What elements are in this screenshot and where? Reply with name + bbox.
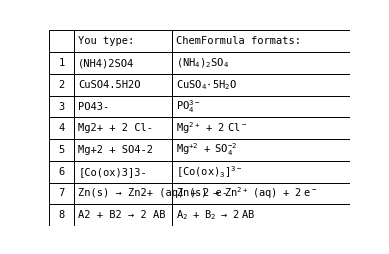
Bar (172, 204, 350, 226)
Text: A2 + B2 → 2 AB: A2 + B2 → 2 AB (78, 210, 166, 220)
Text: PO43-: PO43- (78, 102, 109, 112)
Bar (172, 161, 350, 183)
Bar (74, 30, 172, 52)
Bar (49, 117, 74, 139)
Text: [Co(ox)3]3-: [Co(ox)3]3- (78, 167, 147, 177)
Text: CuSO4.5H2O: CuSO4.5H2O (78, 80, 141, 90)
Text: $\mathtt{Mg^{+2}\ +\ SO_4^{-2}}$: $\mathtt{Mg^{+2}\ +\ SO_4^{-2}}$ (176, 141, 238, 158)
Text: Mg+2 + SO4-2: Mg+2 + SO4-2 (78, 145, 153, 155)
Bar (172, 117, 350, 139)
Bar (74, 52, 172, 74)
Bar (74, 96, 172, 117)
Bar (74, 183, 172, 204)
Text: $\mathtt{[Co(ox)_3]^{3-}}$: $\mathtt{[Co(ox)_3]^{3-}}$ (176, 164, 243, 180)
Text: ChemFormula formats:: ChemFormula formats: (176, 36, 301, 46)
Bar (172, 74, 350, 96)
Bar (172, 183, 350, 204)
Text: 5: 5 (58, 145, 65, 155)
Text: 3: 3 (58, 102, 65, 112)
Text: $\mathtt{CuSO_4{\cdot}5H_2O}$: $\mathtt{CuSO_4{\cdot}5H_2O}$ (176, 78, 237, 92)
Text: You type:: You type: (78, 36, 135, 46)
Text: 1: 1 (58, 58, 65, 68)
Bar (49, 74, 74, 96)
Text: Zn(s) → Zn2+ (aq) + 2 e-: Zn(s) → Zn2+ (aq) + 2 e- (78, 188, 228, 198)
Bar (49, 161, 74, 183)
Text: Mg2+ + 2 Cl-: Mg2+ + 2 Cl- (78, 123, 153, 133)
Bar (49, 96, 74, 117)
Text: $\mathtt{(NH_4)_2SO_4}$: $\mathtt{(NH_4)_2SO_4}$ (176, 56, 229, 70)
Text: 4: 4 (58, 123, 65, 133)
Text: 2: 2 (58, 80, 65, 90)
Bar (74, 139, 172, 161)
Bar (49, 183, 74, 204)
Bar (172, 52, 350, 74)
Text: (NH4)2SO4: (NH4)2SO4 (78, 58, 135, 68)
Text: 8: 8 (58, 210, 65, 220)
Bar (49, 30, 74, 52)
Bar (49, 204, 74, 226)
Bar (172, 30, 350, 52)
Bar (172, 96, 350, 117)
Bar (49, 139, 74, 161)
Bar (74, 204, 172, 226)
Text: $\mathtt{A_2\ +\ B_2\ {\rightarrow}\ 2\ AB}$: $\mathtt{A_2\ +\ B_2\ {\rightarrow}\ 2\ … (176, 208, 256, 222)
Text: $\mathtt{Zn(s)\ {\rightarrow}\ Zn^{2+}\ (aq)\ +\ 2\ e^-}$: $\mathtt{Zn(s)\ {\rightarrow}\ Zn^{2+}\ … (176, 186, 318, 201)
Text: $\mathtt{PO_4^{3-}}$: $\mathtt{PO_4^{3-}}$ (176, 98, 201, 115)
Text: 7: 7 (58, 188, 65, 198)
Bar (74, 74, 172, 96)
Bar (74, 117, 172, 139)
Bar (74, 161, 172, 183)
Text: $\mathtt{Mg^{2+}\ +\ 2\ Cl^-}$: $\mathtt{Mg^{2+}\ +\ 2\ Cl^-}$ (176, 120, 247, 136)
Text: 6: 6 (58, 167, 65, 177)
Bar (172, 139, 350, 161)
Bar (49, 52, 74, 74)
